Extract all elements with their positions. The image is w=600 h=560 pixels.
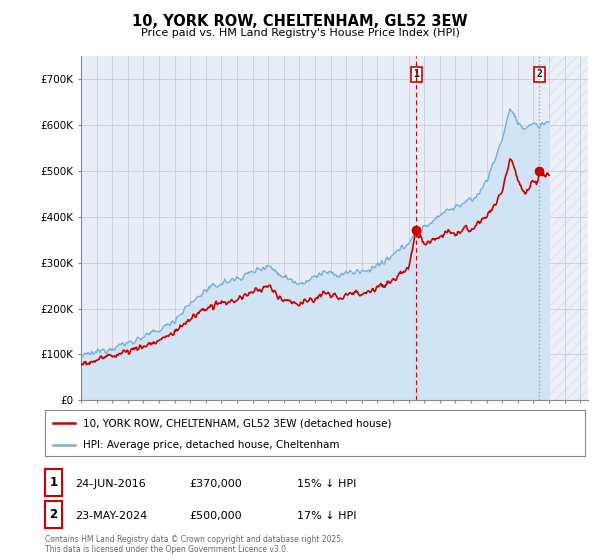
Text: 2: 2 <box>49 507 58 521</box>
Text: 15% ↓ HPI: 15% ↓ HPI <box>297 479 356 489</box>
Text: Contains HM Land Registry data © Crown copyright and database right 2025.
This d: Contains HM Land Registry data © Crown c… <box>45 535 343 554</box>
Text: 1: 1 <box>413 69 419 80</box>
Text: Price paid vs. HM Land Registry's House Price Index (HPI): Price paid vs. HM Land Registry's House … <box>140 28 460 38</box>
Text: £500,000: £500,000 <box>189 511 242 521</box>
Text: 23-MAY-2024: 23-MAY-2024 <box>75 511 147 521</box>
Text: 24-JUN-2016: 24-JUN-2016 <box>75 479 146 489</box>
Text: 10, YORK ROW, CHELTENHAM, GL52 3EW (detached house): 10, YORK ROW, CHELTENHAM, GL52 3EW (deta… <box>83 418 391 428</box>
Text: 1: 1 <box>49 475 58 489</box>
Text: £370,000: £370,000 <box>189 479 242 489</box>
Text: 2: 2 <box>536 69 542 80</box>
Text: 10, YORK ROW, CHELTENHAM, GL52 3EW: 10, YORK ROW, CHELTENHAM, GL52 3EW <box>132 14 468 29</box>
Text: 17% ↓ HPI: 17% ↓ HPI <box>297 511 356 521</box>
Text: HPI: Average price, detached house, Cheltenham: HPI: Average price, detached house, Chel… <box>83 440 340 450</box>
